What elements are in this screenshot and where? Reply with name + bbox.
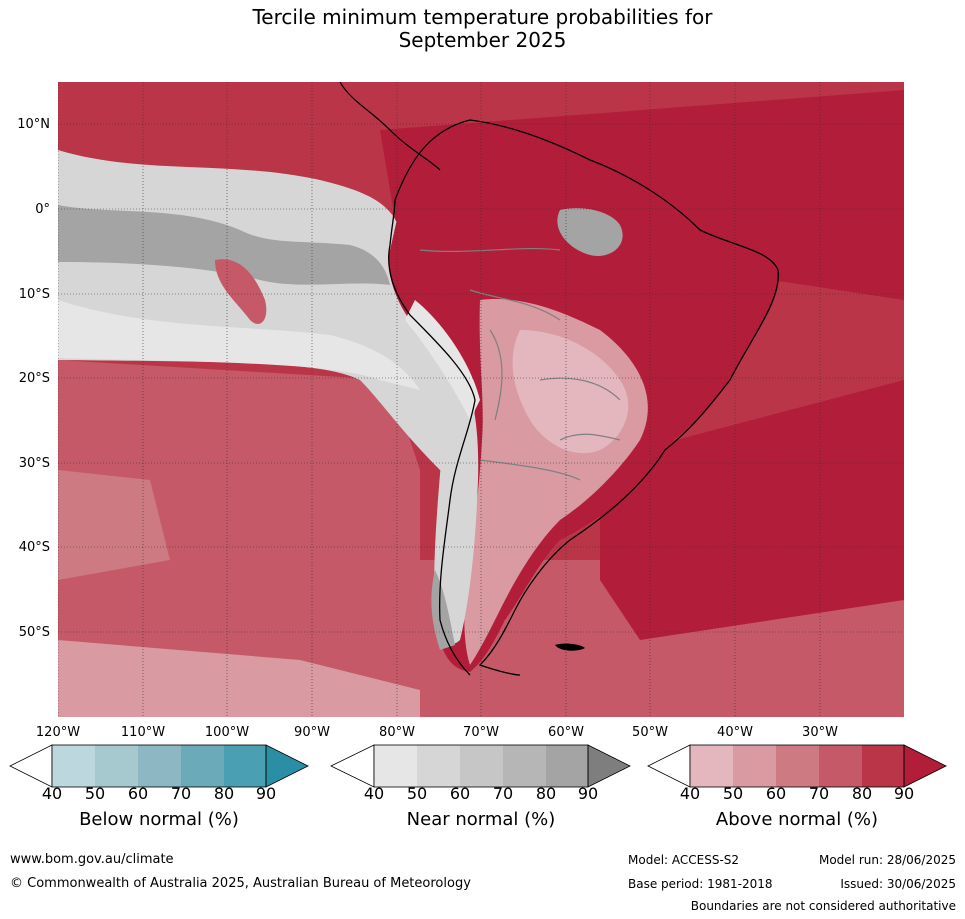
colorbar-near-normal: 40 50 60 70 80 90 Near normal (%)	[330, 744, 631, 830]
amazon-mouth-near-normal	[557, 208, 623, 256]
colorbar-near-swatch	[546, 745, 588, 787]
colorbar-below-title: Below normal (%)	[79, 809, 239, 830]
colorbar-below-outline	[51, 744, 267, 788]
colorbar-above-swatch	[690, 745, 733, 787]
country-boundaries	[419, 247, 621, 481]
lat-label: 20°S	[19, 371, 50, 386]
colorbar-below-swatch	[52, 745, 95, 787]
lon-label: 70°W	[463, 725, 499, 740]
colorbar-near-ticks: 40 50 60 70 80 90	[364, 784, 598, 803]
colorbar-above-tick-label: 80	[852, 784, 872, 803]
lat-label: 40°S	[19, 540, 50, 555]
sw-pacific-patch	[58, 470, 170, 580]
equatorial-pacific-dark-core	[58, 205, 390, 285]
copyright-notice: © Commonwealth of Australia 2025, Austra…	[10, 876, 471, 891]
lon-label: 50°W	[632, 725, 668, 740]
colorbar-above-tick-label: 40	[680, 784, 700, 803]
colorbar-above-min-arrow	[647, 744, 691, 788]
issued-date: Issued: 30/06/2025	[840, 877, 956, 891]
longitude-axis: 120°W 110°W 100°W 90°W 80°W 70°W 60°W 50…	[36, 725, 838, 740]
south-pacific-moderate-zone	[58, 360, 420, 717]
atlantic-high-zone	[600, 380, 904, 640]
lat-label: 10°N	[17, 117, 50, 132]
colorbar-near-tick-label: 90	[578, 784, 598, 803]
colorbar-below-tick-label: 90	[256, 784, 276, 803]
map-title-line-2: September 2025	[398, 28, 567, 52]
colorbar-above-swatch	[819, 745, 862, 787]
patagonia-near-normal	[431, 570, 455, 650]
boundaries-disclaimer: Boundaries are not considered authoritat…	[690, 899, 956, 913]
colorbar-near-min-arrow	[330, 744, 375, 788]
colorbar-above-tick-label: 50	[723, 784, 743, 803]
lon-label: 60°W	[548, 725, 584, 740]
colorbar-below-swatch	[224, 745, 266, 787]
colorbar-near-swatch	[374, 745, 417, 787]
colorbar-below-tick-label: 70	[171, 784, 191, 803]
colorbar-above-tick-label: 60	[766, 784, 786, 803]
lon-label: 90°W	[294, 725, 330, 740]
colorbar-below-ticks: 40 50 60 70 80 90	[42, 784, 276, 803]
andes-north-light-strip	[405, 300, 480, 420]
colorbar-above-ticks: 40 50 60 70 80 90	[680, 784, 914, 803]
colorbar-below-tick-label: 50	[85, 784, 105, 803]
colorbar-near-outline	[373, 744, 589, 788]
colorbar-near-title: Near normal (%)	[407, 809, 556, 830]
colorbar-below-min-arrow	[9, 744, 53, 788]
colorbar-above-tick-label: 90	[894, 784, 914, 803]
model-run-date: Model run: 28/06/2025	[818, 853, 956, 867]
lon-label: 120°W	[36, 725, 80, 740]
falkland-islands	[555, 643, 585, 651]
latitude-axis: 10°N 0° 10°S 20°S 30°S 40°S 50°S	[17, 117, 50, 640]
colorbar-near-swatch	[417, 745, 460, 787]
colorbar-near-tick-label: 70	[493, 784, 513, 803]
colorbar-above-swatch	[862, 745, 904, 787]
colorbar-above-swatch	[733, 745, 776, 787]
colorbar-near-swatch	[503, 745, 546, 787]
colorbar-below-tick-label: 40	[42, 784, 62, 803]
colorbar-below-swatch	[138, 745, 181, 787]
equatorial-pacific-light-band	[58, 300, 420, 390]
probability-map	[58, 82, 904, 717]
lon-label: 40°W	[717, 725, 753, 740]
gridlines	[58, 82, 904, 717]
map-title-line-1: Tercile minimum temperature probabilitie…	[252, 5, 713, 29]
colorbar-above-swatch	[776, 745, 819, 787]
south-low-prob-band	[58, 640, 420, 717]
colorbar-above-normal: 40 50 60 70 80 90 Above normal (%)	[647, 744, 947, 830]
colorbar-near-max-arrow	[587, 744, 631, 788]
colorbar-below-normal: 40 50 60 70 80 90 Below normal (%)	[9, 744, 309, 830]
colorbar-below-max-arrow	[265, 744, 309, 788]
lat-label: 10°S	[19, 287, 50, 302]
colorbar-below-tick-label: 60	[128, 784, 148, 803]
lat-label: 0°	[35, 202, 50, 217]
central-america-coast	[339, 82, 441, 171]
colorbar-below-swatch	[95, 745, 138, 787]
base-period: Base period: 1981-2018	[628, 877, 773, 891]
colorbar-above-outline	[689, 744, 905, 788]
lon-label: 30°W	[802, 725, 838, 740]
lon-label: 100°W	[205, 725, 249, 740]
colorbar-below-tick-label: 80	[214, 784, 234, 803]
lon-label: 80°W	[379, 725, 415, 740]
colorbar-above-title: Above normal (%)	[716, 809, 878, 830]
lon-label: 110°W	[121, 725, 165, 740]
central-brazil-light-zone	[512, 330, 629, 454]
website-link[interactable]: www.bom.gov.au/climate	[10, 852, 174, 867]
colorbar-above-tick-label: 70	[809, 784, 829, 803]
lat-label: 30°S	[19, 456, 50, 471]
colorbar-below-swatch	[181, 745, 224, 787]
lat-label: 50°S	[19, 625, 50, 640]
colorbar-near-tick-label: 80	[536, 784, 556, 803]
colorbar-near-tick-label: 50	[407, 784, 427, 803]
colorbar-above-max-arrow	[903, 744, 947, 788]
coastline	[388, 119, 779, 676]
colorbar-near-tick-label: 60	[450, 784, 470, 803]
colorbar-near-swatch	[460, 745, 503, 787]
pacific-red-streak	[215, 259, 267, 324]
colorbar-near-tick-label: 40	[364, 784, 384, 803]
model-name: Model: ACCESS-S2	[628, 853, 740, 867]
